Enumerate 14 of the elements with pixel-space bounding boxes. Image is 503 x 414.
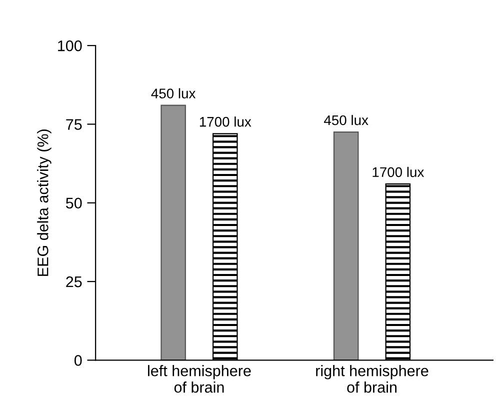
y-tick-label: 50 — [66, 198, 82, 209]
y-tick-label: 0 — [74, 355, 82, 366]
text: 1700 lux — [200, 116, 252, 127]
bar — [160, 104, 186, 360]
x-tick-label: right hemisphere of brain — [316, 365, 428, 393]
bar — [333, 132, 359, 360]
y-tick-label: 25 — [66, 276, 82, 288]
series-label: 1700 lux — [372, 166, 424, 178]
text: 450 lux — [324, 114, 368, 126]
y-tick-label: 100 — [58, 40, 82, 52]
series-label: 450 lux — [151, 88, 196, 98]
x-tick-label: left hemisphere of brain — [148, 365, 251, 393]
y-tick-label: 75 — [66, 119, 82, 130]
y-axis-title: EEG delta activity (%) — [37, 130, 52, 276]
